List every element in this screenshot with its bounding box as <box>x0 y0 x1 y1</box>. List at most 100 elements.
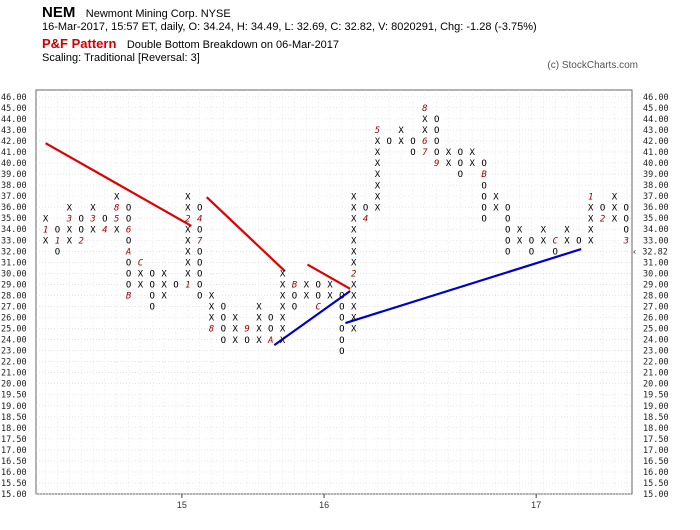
x-box: X <box>588 225 594 235</box>
month-marker: B <box>481 170 487 180</box>
x-box: X <box>209 292 215 302</box>
right-tick-label: 16.00 <box>643 468 669 478</box>
x-box: X <box>256 336 262 346</box>
right-tick-label: 30.00 <box>643 269 669 279</box>
o-box: O <box>126 281 131 291</box>
month-marker: 4 <box>102 225 107 235</box>
o-box: O <box>624 203 629 213</box>
left-tick-label: 15.00 <box>1 490 27 500</box>
left-tick-label: 44.00 <box>1 115 27 125</box>
o-box: O <box>126 214 131 224</box>
x-box: X <box>375 137 381 147</box>
o-box: O <box>150 281 155 291</box>
x-box: X <box>375 170 381 180</box>
o-box: O <box>197 281 202 291</box>
x-axis: 15 16 17 <box>177 494 541 510</box>
x-box: X <box>161 270 167 280</box>
x-box: X <box>280 336 286 346</box>
right-tick-label: 19.50 <box>643 391 669 401</box>
x-box: X <box>351 236 357 246</box>
x-box: X <box>517 236 523 246</box>
x-box: X <box>185 192 191 202</box>
x-box: X <box>351 303 357 313</box>
o-box: O <box>624 225 629 235</box>
x-box: X <box>564 236 570 246</box>
o-box: O <box>197 203 202 213</box>
left-tick-label: 40.00 <box>1 159 27 169</box>
right-tick-label: 15.00 <box>643 490 669 500</box>
o-box: O <box>600 203 605 213</box>
left-tick-label: 21.00 <box>1 369 27 379</box>
copyright-text: (c) StockCharts.com <box>547 60 638 71</box>
right-tick-label: 15.50 <box>643 479 669 489</box>
right-tick-label: 16.50 <box>643 457 669 467</box>
x-box: X <box>304 292 310 302</box>
x-box: X <box>375 203 381 213</box>
x-box: X <box>185 270 191 280</box>
x-box: X <box>256 325 262 335</box>
x-box: X <box>185 247 191 257</box>
left-tick-label: 24.00 <box>1 336 27 346</box>
x-box: X <box>612 203 618 213</box>
x-box: X <box>422 126 428 136</box>
month-marker: 2 <box>600 214 605 224</box>
right-tick-label: 39.00 <box>643 170 669 180</box>
x-box: X <box>612 192 618 202</box>
o-box: O <box>410 148 415 158</box>
o-box: O <box>363 203 368 213</box>
right-tick-label: 44.00 <box>643 115 669 125</box>
month-marker: 8 <box>422 104 427 114</box>
right-tick-label: 43.00 <box>643 126 669 136</box>
month-marker: 4 <box>197 214 202 224</box>
x-box: X <box>90 225 96 235</box>
o-box: O <box>481 181 486 191</box>
left-tick-label: 22.00 <box>1 358 27 368</box>
left-tick-label: 42.00 <box>1 137 27 147</box>
right-tick-label: 36.00 <box>643 203 669 213</box>
month-marker: 4 <box>363 214 368 224</box>
grid <box>35 89 639 495</box>
x-box: X <box>43 236 49 246</box>
right-tick-label: 20.00 <box>643 380 669 390</box>
x-box: X <box>304 281 310 291</box>
right-tick-label: 34.00 <box>643 225 669 235</box>
month-marker: 7 <box>422 148 428 158</box>
right-tick-label: 25.00 <box>643 325 669 335</box>
o-box: O <box>505 225 510 235</box>
o-box: O <box>339 292 344 302</box>
o-box: O <box>150 270 155 280</box>
month-marker: 2 <box>185 214 190 224</box>
x-box: X <box>43 214 49 224</box>
scaling-line: Scaling: Traditional [Reversal: 3] <box>42 52 200 64</box>
right-tick-label: 21.00 <box>643 369 669 379</box>
o-box: O <box>55 247 60 257</box>
o-box: O <box>315 281 320 291</box>
month-marker: C <box>315 303 321 313</box>
left-tick-label: 34.00 <box>1 225 27 235</box>
x-box: X <box>138 281 144 291</box>
month-marker: C <box>552 236 558 246</box>
x-box: X <box>446 148 452 158</box>
x-box: X <box>232 314 238 324</box>
x-box: X <box>256 314 262 324</box>
x-box: X <box>422 115 428 125</box>
left-tick-label: 45.00 <box>1 104 27 114</box>
left-tick-label: 29.00 <box>1 280 27 290</box>
o-box: O <box>126 270 131 280</box>
month-marker: 9 <box>244 325 249 335</box>
o-box: O <box>102 214 107 224</box>
o-box: O <box>197 259 202 269</box>
o-box: O <box>410 137 415 147</box>
resistance-trendline <box>45 142 192 227</box>
left-tick-label: 18.50 <box>1 413 27 423</box>
left-tick-label: 26.00 <box>1 314 27 324</box>
resistance-trendline <box>306 263 351 290</box>
trendlines <box>45 142 582 346</box>
x-box: X <box>588 236 594 246</box>
left-tick-label: 36.00 <box>1 203 27 213</box>
o-box: O <box>458 170 463 180</box>
month-marker: 1 <box>55 236 60 246</box>
x-box: X <box>351 281 357 291</box>
left-tick-label: 41.00 <box>1 148 27 158</box>
